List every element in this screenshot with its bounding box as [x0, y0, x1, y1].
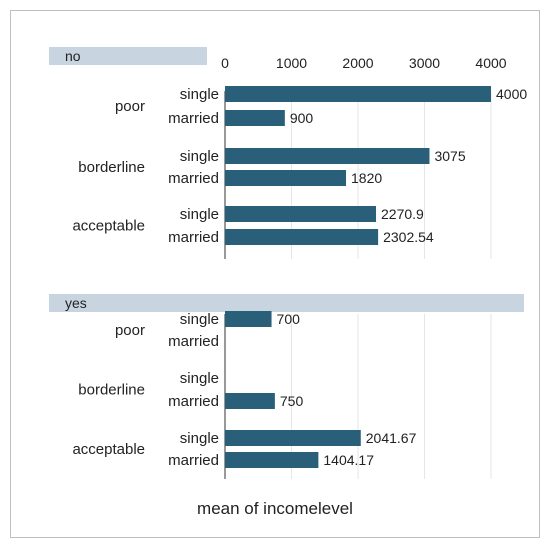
bar-value-label: 900	[290, 110, 314, 126]
bar	[225, 86, 491, 102]
x-tick-label: 0	[221, 55, 229, 71]
x-tick-label: 4000	[475, 55, 506, 71]
group-label: poor	[115, 98, 145, 115]
bar-value-label: 2302.54	[383, 229, 434, 245]
chart-frame: 0 1000 2000 3000 4000 no poor single 4000 married…	[10, 10, 540, 538]
bar	[225, 229, 379, 245]
panel-label: no	[65, 48, 81, 64]
bar-category-label: married	[168, 333, 219, 350]
panel-label: yes	[65, 295, 87, 311]
bar-category-label: married	[168, 110, 219, 127]
group-label: borderline	[78, 159, 145, 176]
x-tick-label: 2000	[342, 55, 373, 71]
bar-value-label: 700	[277, 311, 301, 327]
bar-value-label: 2041.67	[366, 430, 417, 446]
bar	[225, 311, 272, 327]
bar-value-label: 1404.17	[323, 452, 374, 468]
bar	[225, 430, 361, 446]
bar	[225, 452, 319, 468]
bar-chart: 0 1000 2000 3000 4000 no poor single 4000 married…	[49, 47, 527, 518]
bar-category-label: married	[168, 229, 219, 246]
x-tick-label: 3000	[409, 55, 440, 71]
bar-category-label: single	[180, 430, 219, 447]
x-axis-title: mean of incomelevel	[197, 499, 353, 518]
bar-value-label: 2270.9	[381, 206, 424, 222]
bar-category-label: single	[180, 206, 219, 223]
bar	[225, 110, 285, 126]
bar-category-label: single	[180, 148, 219, 165]
bar-value-label: 750	[280, 393, 304, 409]
group-label: acceptable	[72, 441, 145, 458]
bar-category-label: single	[180, 370, 219, 387]
group-label: borderline	[78, 382, 145, 399]
group-label: poor	[115, 322, 145, 339]
x-tick-label: 1000	[276, 55, 307, 71]
bar-category-label: married	[168, 170, 219, 187]
bar-value-label: 1820	[351, 170, 382, 186]
panel-header	[49, 294, 524, 312]
group-label: acceptable	[72, 218, 145, 235]
bar	[225, 170, 347, 186]
bar	[225, 206, 377, 222]
bar-category-label: single	[180, 86, 219, 103]
bar-value-label: 4000	[496, 86, 527, 102]
bar	[225, 393, 275, 409]
bar-category-label: married	[168, 393, 219, 410]
bar	[225, 148, 430, 164]
bar-category-label: single	[180, 311, 219, 328]
panel-header	[49, 47, 207, 65]
bar-category-label: married	[168, 452, 219, 469]
bar-value-label: 3075	[434, 148, 465, 164]
